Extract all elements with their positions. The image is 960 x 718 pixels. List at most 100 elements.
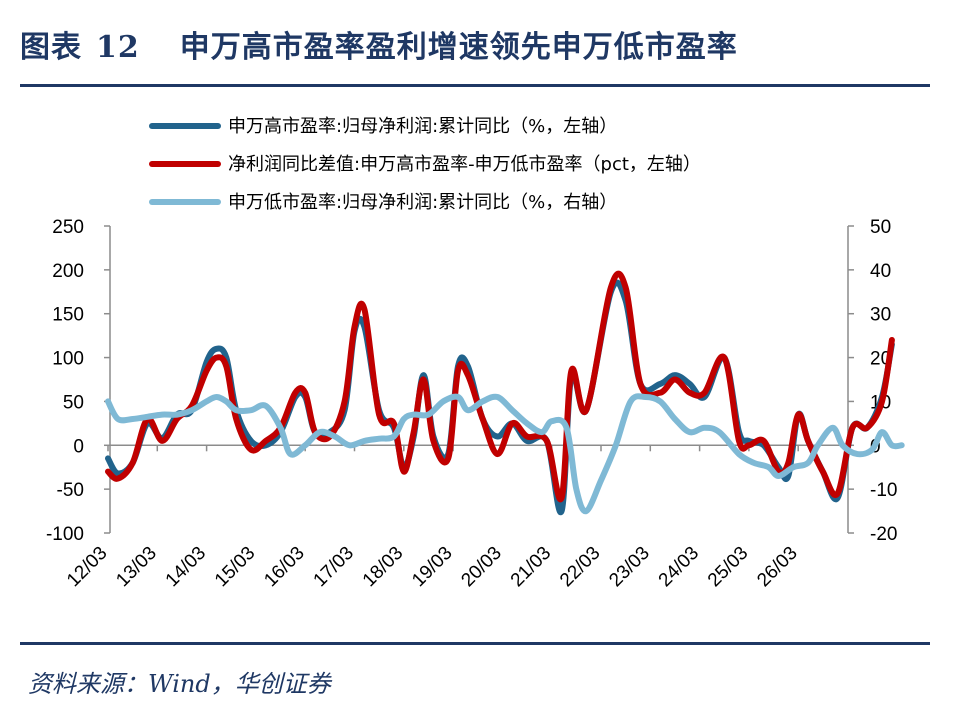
x-tick-label: 24/03 bbox=[655, 543, 703, 591]
series-low-pe-profit-growth-point bbox=[497, 396, 498, 397]
right-tick-label: 30 bbox=[870, 305, 891, 326]
series-growth-diff-point bbox=[674, 379, 675, 380]
series-low-pe-profit-growth-point bbox=[630, 401, 631, 402]
figure-label: 图表 bbox=[20, 30, 82, 65]
series-low-pe-profit-growth-point bbox=[250, 410, 251, 411]
series-growth-diff-point bbox=[512, 423, 513, 424]
series-low-pe-profit-growth-point bbox=[265, 405, 266, 406]
series-low-pe-profit-growth-point bbox=[206, 401, 207, 402]
line-chart: -100-50050100150200250-20-10010203040501… bbox=[46, 116, 905, 591]
series-low-pe-profit-growth-point bbox=[753, 462, 754, 463]
series-low-pe-profit-growth-point bbox=[216, 396, 217, 397]
x-tick-label: 16/03 bbox=[260, 543, 308, 591]
series-growth-diff-point bbox=[788, 462, 789, 463]
series-growth-diff-point bbox=[724, 357, 725, 358]
x-tick-label: 22/03 bbox=[556, 543, 604, 591]
series-high-pe-profit-growth-point bbox=[216, 348, 217, 349]
series-high-pe-profit-growth-point bbox=[788, 475, 789, 476]
series-low-pe-profit-growth-point bbox=[674, 418, 675, 419]
series-low-pe-profit-growth-point bbox=[689, 432, 690, 433]
right-tick-label: -20 bbox=[870, 524, 897, 545]
series-growth-diff-point bbox=[117, 478, 118, 479]
series-low-pe-profit-growth-point bbox=[719, 432, 720, 433]
x-tick-label: 19/03 bbox=[408, 543, 456, 591]
series-low-pe-profit-growth-point bbox=[738, 453, 739, 454]
left-tick-label: -50 bbox=[57, 480, 84, 501]
series-growth-diff-point bbox=[457, 370, 458, 371]
series-high-pe-profit-growth-point bbox=[206, 361, 207, 362]
series-growth-diff-point bbox=[738, 440, 739, 441]
series-growth-diff-point bbox=[423, 379, 424, 380]
series-growth-diff-point bbox=[822, 471, 823, 472]
series-growth-diff-point bbox=[497, 453, 498, 454]
series-growth-diff-point bbox=[625, 287, 626, 288]
figure-title-text: 申万高市盈率盈利增速领先申万低市盈率 bbox=[179, 30, 738, 65]
series-high-pe-profit-growth-point bbox=[689, 383, 690, 384]
series-growth-diff-point bbox=[778, 471, 779, 472]
series-growth-diff-point bbox=[561, 497, 562, 498]
left-tick-label: 150 bbox=[52, 305, 84, 326]
series-high-pe-profit-growth-point bbox=[497, 436, 498, 437]
series-low-pe-profit-growth-point bbox=[334, 436, 335, 437]
series-low-pe-profit-growth-point bbox=[236, 410, 237, 411]
series-growth-diff-point bbox=[482, 418, 483, 419]
series-high-pe-profit-growth-point bbox=[467, 366, 468, 367]
x-tick-label: 14/03 bbox=[162, 543, 210, 591]
series-low-pe-profit-growth-point bbox=[117, 418, 118, 419]
series-growth-diff-point bbox=[867, 427, 868, 428]
right-tick-label: 50 bbox=[870, 217, 891, 238]
series-low-pe-profit-growth-point bbox=[280, 427, 281, 428]
series-growth-diff-point bbox=[295, 392, 296, 393]
x-tick-label: 18/03 bbox=[359, 543, 407, 591]
series-high-pe-profit-growth-point bbox=[107, 458, 108, 459]
series-growth-diff-point bbox=[216, 357, 217, 358]
series-growth-diff-point bbox=[226, 366, 227, 367]
series-low-pe-profit-growth-point bbox=[807, 462, 808, 463]
series-growth-diff-line bbox=[105, 270, 895, 503]
series-high-pe-profit-growth-point bbox=[117, 473, 118, 474]
series-growth-diff-point bbox=[640, 383, 641, 384]
series-low-pe-profit-growth-point bbox=[526, 423, 527, 424]
series-low-pe-profit-growth-point bbox=[817, 445, 818, 446]
series-growth-diff-point bbox=[265, 440, 266, 441]
series-low-pe-profit-growth-point bbox=[319, 432, 320, 433]
series-growth-diff-point bbox=[571, 370, 572, 371]
series-low-pe-profit-growth-point bbox=[226, 401, 227, 402]
series-growth-diff-point bbox=[660, 392, 661, 393]
series-low-pe-profit-growth-point bbox=[576, 489, 577, 490]
series-low-pe-profit-growth-line bbox=[105, 393, 905, 515]
series-low-pe-profit-growth-point bbox=[881, 432, 882, 433]
series-low-pe-profit-growth-point bbox=[349, 445, 350, 446]
series-growth-diff-point bbox=[250, 449, 251, 450]
x-tick-label: 21/03 bbox=[507, 543, 555, 591]
series-low-pe-profit-growth-point bbox=[891, 445, 892, 446]
series-growth-diff-point bbox=[881, 401, 882, 402]
series-low-pe-profit-growth-point bbox=[872, 449, 873, 450]
series-growth-diff-point bbox=[586, 410, 587, 411]
series-low-pe-profit-growth-point bbox=[305, 445, 306, 446]
series-low-pe-profit-growth-point bbox=[403, 418, 404, 419]
series-low-pe-profit-growth-point bbox=[901, 445, 902, 446]
x-tick-label: 23/03 bbox=[605, 543, 653, 591]
left-tick-label: 250 bbox=[52, 217, 84, 238]
series-growth-diff-point bbox=[413, 432, 414, 433]
series-low-pe-profit-growth-point bbox=[107, 401, 108, 402]
x-tick-label: 15/03 bbox=[211, 543, 259, 591]
series-growth-diff-point bbox=[403, 471, 404, 472]
figure-number: 12 bbox=[96, 30, 140, 65]
title-divider bbox=[20, 84, 930, 87]
series-low-pe-profit-growth-point bbox=[176, 414, 177, 415]
legend-label-1: 申万高市盈率:归母净利润:累计同比（%，左轴） bbox=[228, 116, 617, 137]
series-growth-diff-point bbox=[546, 440, 547, 441]
series-low-pe-profit-growth-point bbox=[364, 440, 365, 441]
series-low-pe-profit-growth-point bbox=[857, 453, 858, 454]
series-growth-diff-point bbox=[748, 445, 749, 446]
series-growth-diff-point bbox=[236, 418, 237, 419]
series-growth-diff-point bbox=[433, 440, 434, 441]
series-low-pe-profit-growth-point bbox=[191, 410, 192, 411]
series-growth-diff-point bbox=[393, 423, 394, 424]
series-low-pe-profit-growth-point bbox=[600, 480, 601, 481]
series-low-pe-profit-growth-point bbox=[147, 416, 148, 417]
left-tick-label: -100 bbox=[46, 524, 84, 545]
series-growth-diff-point bbox=[132, 462, 133, 463]
